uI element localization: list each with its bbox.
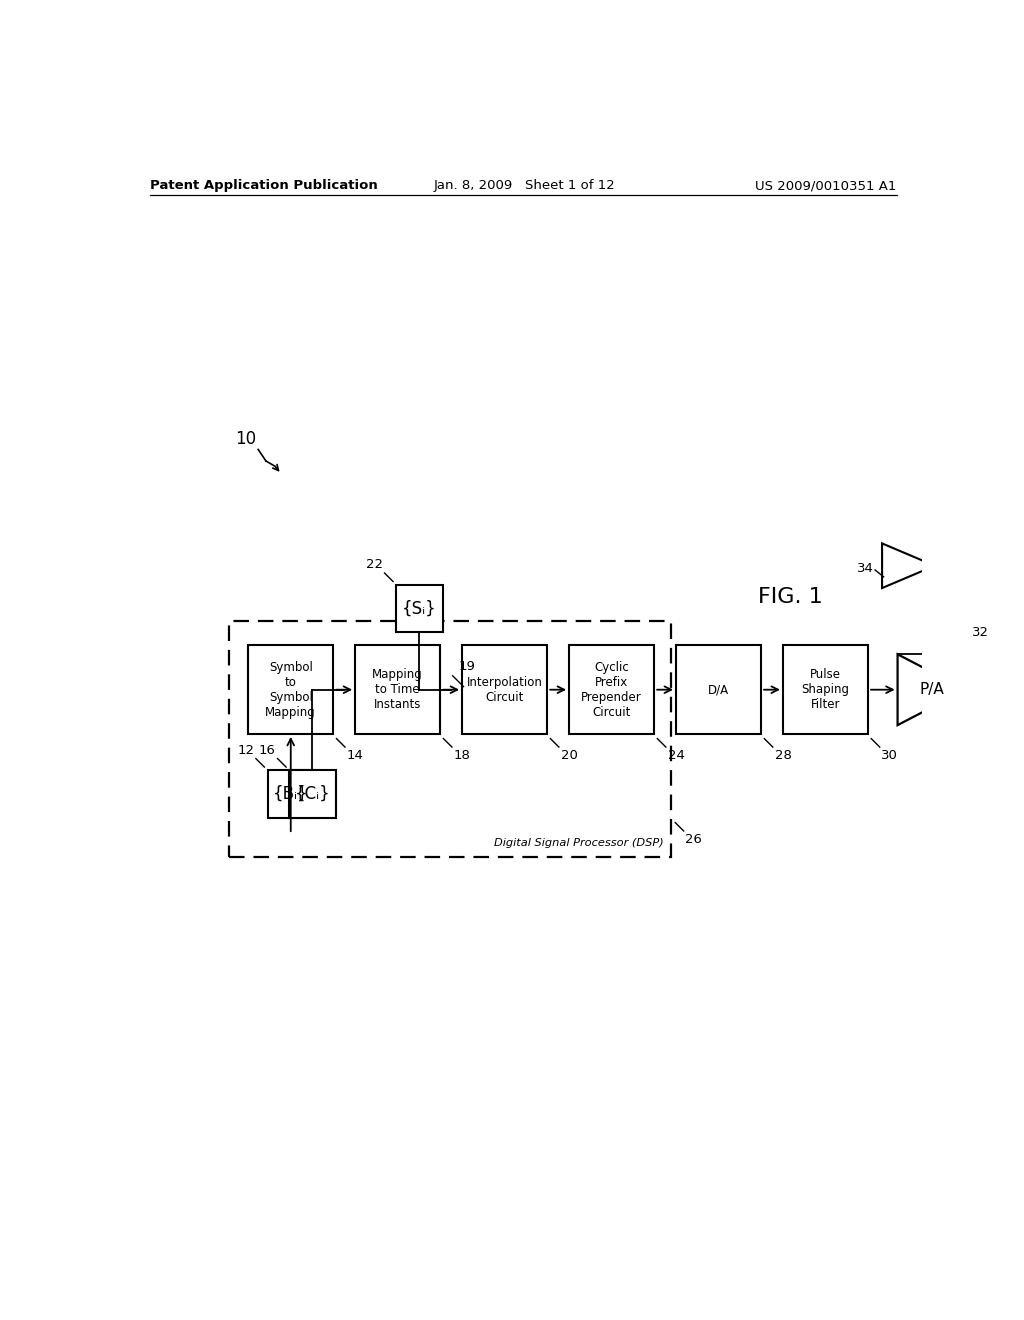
- Text: {Cᵢ}: {Cᵢ}: [295, 785, 331, 803]
- Text: 20: 20: [560, 748, 578, 762]
- Text: 26: 26: [685, 833, 702, 846]
- Text: Digital Signal Processor (DSP): Digital Signal Processor (DSP): [494, 838, 664, 847]
- Bar: [569, 645, 654, 734]
- Text: Mapping
to Time
Instants: Mapping to Time Instants: [373, 668, 423, 711]
- Text: 28: 28: [774, 748, 792, 762]
- Bar: [783, 645, 868, 734]
- Text: 32: 32: [972, 627, 989, 639]
- Bar: [676, 645, 761, 734]
- Polygon shape: [898, 655, 966, 725]
- Text: FIG. 1: FIG. 1: [758, 587, 823, 607]
- Bar: [462, 645, 547, 734]
- Bar: [228, 620, 672, 857]
- Bar: [355, 645, 440, 734]
- Text: D/A: D/A: [708, 684, 729, 696]
- Text: 24: 24: [668, 748, 684, 762]
- Polygon shape: [882, 544, 935, 589]
- Text: 22: 22: [366, 558, 383, 572]
- Text: Pulse
Shaping
Filter: Pulse Shaping Filter: [802, 668, 850, 711]
- Text: Interpolation
Circuit: Interpolation Circuit: [467, 676, 543, 704]
- Text: Cyclic
Prefix
Prepender
Circuit: Cyclic Prefix Prepender Circuit: [582, 661, 642, 718]
- Text: US 2009/0010351 A1: US 2009/0010351 A1: [756, 180, 897, 193]
- Bar: [396, 585, 442, 632]
- Text: {Sᵢ}: {Sᵢ}: [402, 599, 437, 618]
- Text: 19: 19: [459, 660, 476, 673]
- Text: 18: 18: [454, 748, 471, 762]
- Text: P/A: P/A: [920, 682, 944, 697]
- Text: 14: 14: [347, 748, 364, 762]
- Text: Patent Application Publication: Patent Application Publication: [150, 180, 378, 193]
- Text: 34: 34: [856, 562, 873, 576]
- Bar: [267, 770, 314, 818]
- Text: Jan. 8, 2009   Sheet 1 of 12: Jan. 8, 2009 Sheet 1 of 12: [434, 180, 615, 193]
- Text: 16: 16: [259, 744, 275, 756]
- Text: 10: 10: [236, 430, 256, 449]
- Bar: [248, 645, 334, 734]
- Text: Symbol
to
Symbol
Mapping: Symbol to Symbol Mapping: [265, 661, 316, 718]
- Text: 12: 12: [238, 744, 254, 756]
- Text: {Bᵢ}: {Bᵢ}: [273, 785, 308, 803]
- Text: 30: 30: [882, 748, 898, 762]
- Bar: [289, 770, 336, 818]
